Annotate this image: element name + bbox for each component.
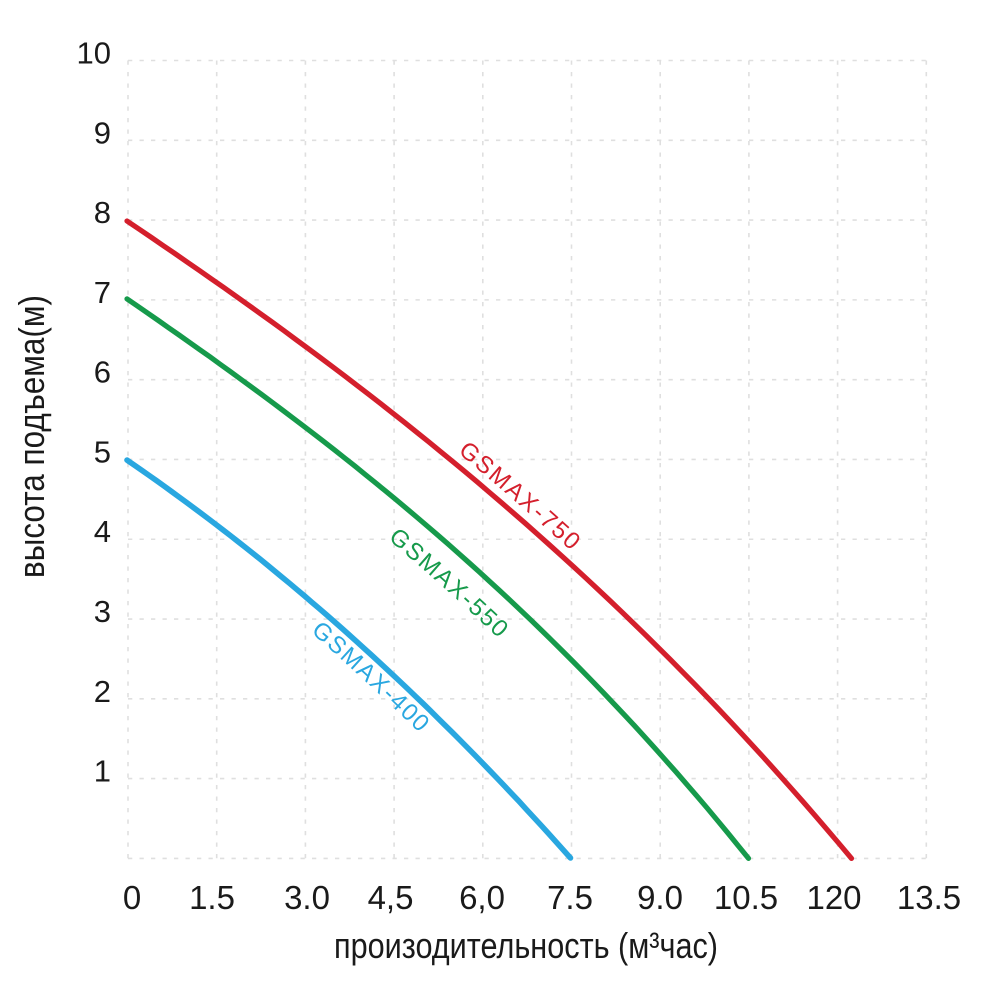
svg-text:9: 9 [94,115,111,150]
svg-text:10.5: 10.5 [714,879,778,916]
svg-text:120: 120 [806,879,861,916]
svg-text:7: 7 [94,275,111,310]
svg-text:3.0: 3.0 [284,879,330,916]
svg-text:10: 10 [77,36,111,71]
svg-text:3: 3 [94,594,111,629]
svg-text:высота подъема(м): высота подъема(м) [11,295,52,578]
svg-text:5: 5 [94,435,111,470]
svg-text:4: 4 [94,514,111,549]
svg-text:9.0: 9.0 [637,879,683,916]
svg-text:6,0: 6,0 [459,879,505,916]
svg-text:GSMAX-400: GSMAX-400 [307,616,435,738]
svg-text:0: 0 [123,879,141,916]
svg-text:произодительность (м³час): произодительность (м³час) [334,925,718,966]
svg-text:1.5: 1.5 [189,879,235,916]
svg-text:2: 2 [94,674,111,709]
svg-text:13.5: 13.5 [897,879,961,916]
svg-text:8: 8 [94,195,111,230]
svg-text:4,5: 4,5 [368,879,414,916]
svg-text:7.5: 7.5 [547,879,593,916]
svg-text:1: 1 [94,754,111,789]
svg-text:GSMAX-750: GSMAX-750 [454,436,586,556]
svg-text:6: 6 [94,355,111,390]
